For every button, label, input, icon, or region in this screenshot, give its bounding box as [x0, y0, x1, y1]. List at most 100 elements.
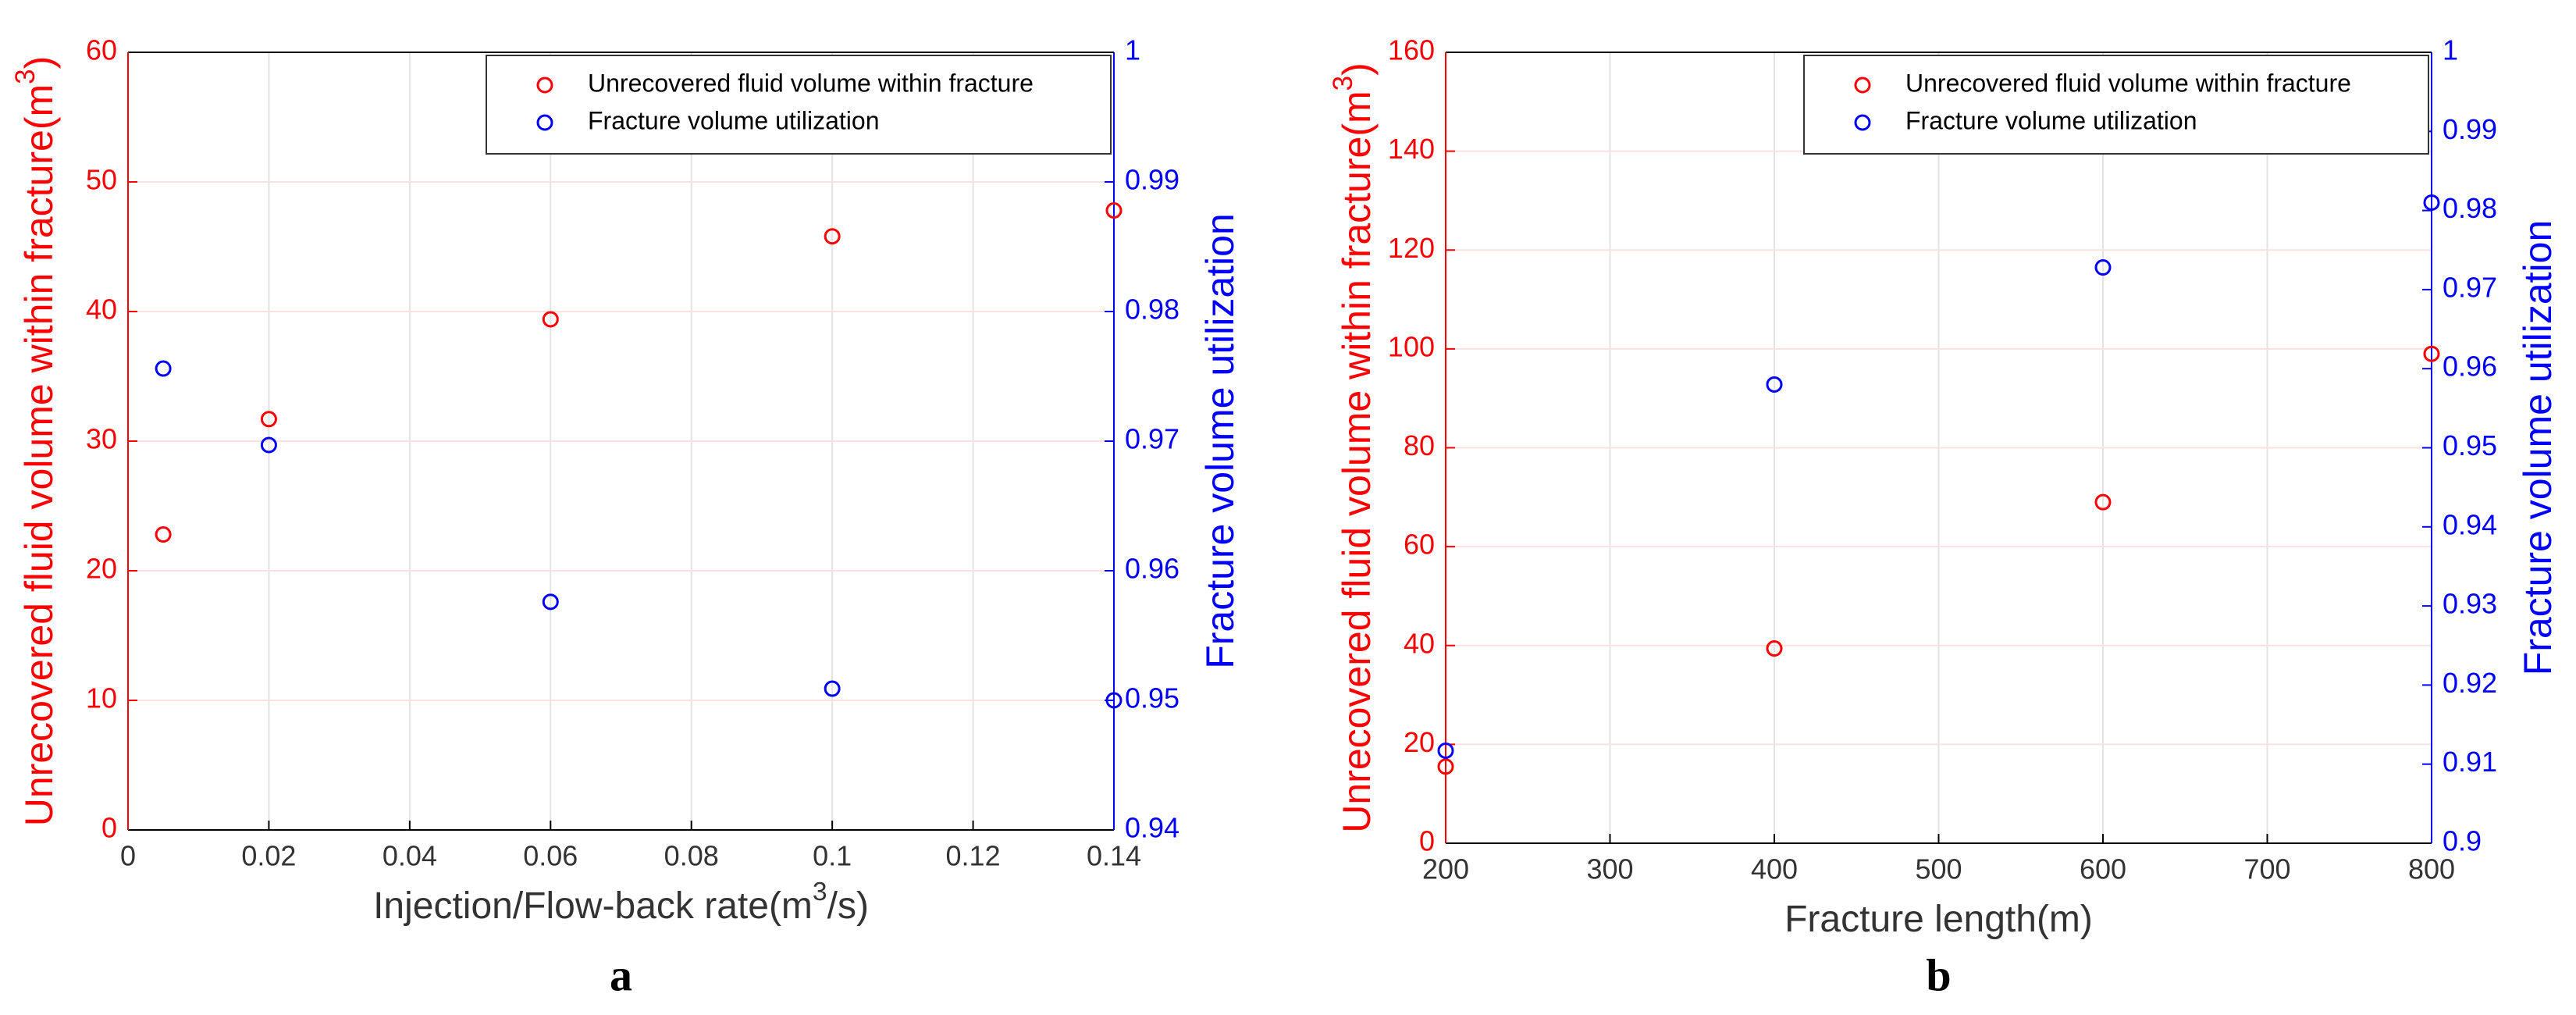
x-tick-label: 400: [1751, 853, 1798, 885]
x-axis-label: Injection/Flow-back rate(m3/s): [373, 878, 869, 926]
y-tick-label: 40: [1404, 627, 1435, 659]
y2-axis-label: Fracture volume utilization: [1198, 213, 1242, 669]
data-point: [1105, 692, 1123, 709]
legend-box: [1803, 55, 2429, 155]
data-point: [1437, 758, 1454, 775]
x-tick-label: 0.08: [664, 840, 719, 872]
label-part: Unrecovered fluid volume within fracture…: [17, 84, 61, 826]
x-tick-label: 0: [120, 840, 136, 872]
data-point: [542, 593, 559, 611]
superscript: 3: [10, 69, 41, 84]
y2-tick-label: 0.99: [2443, 113, 2497, 145]
y2-tick-label: 0.96: [1125, 553, 1179, 585]
y-tick-label: 20: [1404, 726, 1435, 758]
y-axis-label: Unrecovered fluid volume within fracture…: [10, 56, 61, 827]
y-tick-label: 140: [1388, 133, 1435, 165]
x-tick-label: 0.14: [1087, 840, 1141, 872]
label-part: ): [17, 56, 61, 69]
data-point: [542, 311, 559, 328]
data-point: [1766, 640, 1783, 657]
x-tick-label: 0.06: [523, 840, 578, 872]
data-point: [2094, 259, 2112, 276]
y2-tick-label: 1: [2443, 34, 2458, 66]
data-point: [824, 228, 841, 245]
label-part: Fracture length(m): [1784, 899, 2093, 940]
data-point: [1766, 376, 1783, 393]
y2-tick-label: 0.95: [2443, 429, 2497, 461]
y2-tick-label: 0.94: [2443, 508, 2497, 540]
legend-label: Fracture volume utilization: [588, 106, 879, 134]
data-point: [260, 411, 277, 428]
y2-tick-label: 0.9: [2443, 825, 2482, 857]
x-tick-label: 500: [1915, 853, 1962, 885]
panel-label: a: [610, 949, 632, 1000]
data-point: [1437, 742, 1454, 759]
y-tick-label: 30: [86, 423, 117, 455]
legend-marker: [536, 114, 553, 131]
legend: Unrecovered fluid volume within fracture…: [486, 55, 1112, 155]
y2-tick-label: 0.98: [2443, 192, 2497, 224]
legend-marker: [1854, 77, 1871, 94]
x-tick-label: 600: [2080, 853, 2126, 885]
y2-tick-label: 0.98: [1125, 294, 1179, 326]
label-part: Unrecovered fluid volume within fracture…: [1335, 91, 1379, 832]
y-tick-label: 120: [1388, 232, 1435, 264]
panel-label: b: [1926, 949, 1951, 1000]
y-tick-label: 80: [1404, 429, 1435, 461]
y-tick-label: 20: [86, 553, 117, 585]
y-tick-label: 60: [86, 34, 117, 66]
y2-tick-label: 0.92: [2443, 667, 2497, 699]
y2-tick-label: 0.96: [2443, 351, 2497, 383]
x-tick-label: 200: [1422, 853, 1469, 885]
y2-tick-label: 0.97: [2443, 271, 2497, 303]
legend-label: Unrecovered fluid volume within fracture: [588, 69, 1034, 97]
superscript: 3: [1328, 76, 1358, 91]
data-point: [260, 436, 277, 454]
y-tick-label: 0: [101, 812, 117, 844]
y-tick-label: 40: [86, 294, 117, 326]
y2-tick-label: 0.94: [1125, 812, 1179, 844]
x-tick-label: 0.02: [241, 840, 296, 872]
data-point: [2423, 345, 2440, 362]
legend-box: [486, 55, 1112, 155]
y-tick-label: 50: [86, 164, 117, 196]
data-point: [2094, 493, 2112, 511]
x-tick-label: 0.12: [946, 840, 1001, 872]
y-tick-label: 160: [1388, 34, 1435, 66]
superscript: 3: [813, 878, 827, 906]
y2-tick-label: 0.95: [1125, 682, 1179, 714]
y-tick-label: 10: [86, 682, 117, 714]
y-tick-label: 60: [1404, 529, 1435, 561]
legend-label: Unrecovered fluid volume within fracture: [1905, 69, 2351, 97]
legend-marker: [1854, 114, 1871, 131]
legend: Unrecovered fluid volume within fracture…: [1803, 55, 2429, 155]
x-tick-label: 700: [2243, 853, 2290, 885]
x-tick-label: 300: [1586, 853, 1633, 885]
y-tick-label: 0: [1419, 825, 1435, 857]
y2-tick-label: 0.97: [1125, 423, 1179, 455]
x-axis-label: Fracture length(m): [1784, 899, 2093, 940]
label-part: Injection/Flow-back rate(m: [373, 885, 813, 927]
chart: 0 0.02 0.04 0.06 0.08 0.1 0.12 0.14 0 10 20 30 40 50 6…: [10, 34, 1242, 1001]
data-point: [155, 360, 172, 377]
y2-axis-label: Fracture volume utilization: [2516, 220, 2560, 676]
x-tick-label: 0.1: [813, 840, 852, 872]
data-point: [824, 680, 841, 697]
legend-marker: [536, 77, 553, 94]
data-point: [2423, 194, 2440, 211]
y-tick-label: 100: [1388, 330, 1435, 362]
data-point: [155, 526, 172, 543]
y2-tick-label: 0.99: [1125, 164, 1179, 196]
y-axis-label: Unrecovered fluid volume within fracture…: [1328, 62, 1379, 833]
label-part: ): [1335, 62, 1379, 76]
x-tick-label: 0.04: [382, 840, 437, 872]
x-tick-label: 800: [2408, 853, 2455, 885]
y2-tick-label: 0.93: [2443, 588, 2497, 620]
data-point: [1105, 202, 1123, 219]
legend-label: Fracture volume utilization: [1905, 106, 2197, 134]
y2-tick-label: 0.91: [2443, 746, 2497, 778]
label-part: /s): [827, 885, 869, 927]
y2-tick-label: 1: [1125, 34, 1140, 66]
chart: 200 300 400 500 600 700 800 0 20 40 60 80 100 120 140 1…: [1328, 34, 2560, 1001]
